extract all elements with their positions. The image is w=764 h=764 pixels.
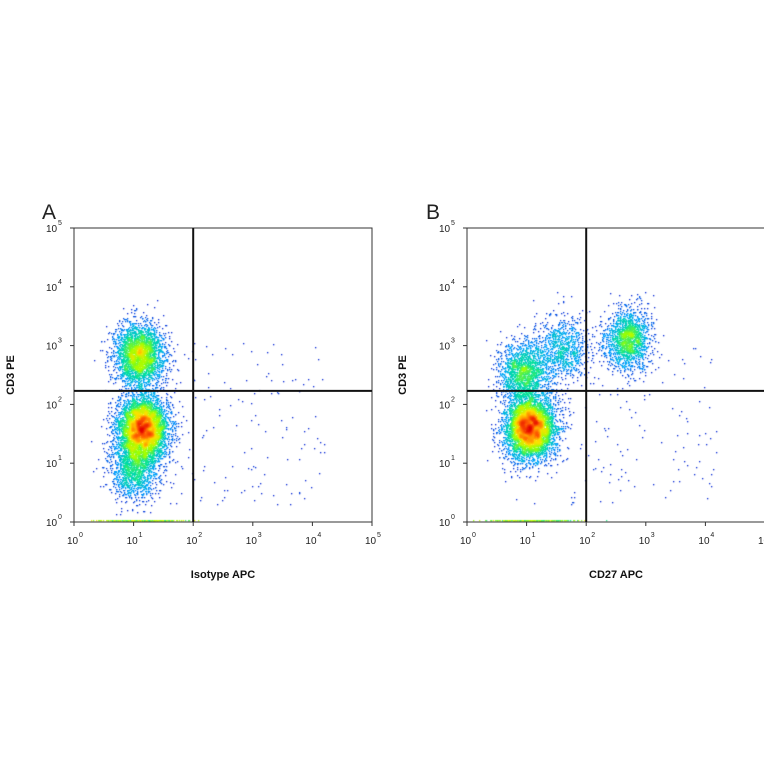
y-tick: 102 [46,396,74,411]
x-tick-exponent: 1 [139,532,143,539]
scatter-points [467,228,764,522]
x-tick: 103 [639,522,655,547]
x-axis-label: CD27 APC [589,569,643,581]
y-tick: 101 [46,455,74,470]
x-tick-exponent: 4 [710,532,714,539]
y-tick-exponent: 3 [451,338,455,345]
x-tick: 100 [460,522,476,547]
y-tick: 100 [439,514,467,529]
y-tick-exponent: 2 [58,396,62,403]
x-tick: 104 [698,522,714,547]
x-tick-label: 10 [67,536,79,547]
y-tick-exponent: 4 [451,279,455,286]
y-tick: 104 [439,279,467,294]
x-tick: 102 [579,522,595,547]
y-tick-label: 10 [46,342,58,353]
x-tick-exponent: 1 [532,532,536,539]
x-tick-exponent: 2 [198,532,202,539]
density-scatter-image [74,228,372,522]
x-tick: 105 [365,522,381,547]
panel-letter: B [426,201,440,224]
y-tick-label: 10 [46,224,58,235]
plot-frame [73,227,373,523]
x-tick: 101 [127,522,143,547]
y-tick-label: 10 [439,342,451,353]
x-tick-exponent: 2 [591,532,595,539]
y-tick-exponent: 0 [58,514,62,521]
y-tick-exponent: 0 [451,514,455,521]
x-tick-exponent: 0 [472,532,476,539]
x-tick-label: 10 [365,536,377,547]
x-tick: 100 [67,522,83,547]
x-tick-label: 10 [305,536,317,547]
y-tick-label: 10 [439,224,451,235]
y-tick-label: 10 [439,518,451,529]
y-tick: 102 [439,396,467,411]
y-tick-exponent: 5 [451,220,455,227]
scatter-points [74,228,372,522]
y-tick: 100 [46,514,74,529]
y-tick-label: 10 [439,283,451,294]
y-tick: 103 [439,338,467,353]
y-tick-label: 10 [46,518,58,529]
x-tick: 101 [520,522,536,547]
x-tick-exponent: 3 [258,532,262,539]
x-tick: 104 [305,522,321,547]
density-scatter-image [467,228,764,522]
x-tick-label: 10 [246,536,258,547]
y-tick-exponent: 4 [58,279,62,286]
x-tick-label: 10 [460,536,472,547]
plot-frame [466,227,764,523]
y-tick: 101 [439,455,467,470]
y-tick-exponent: 1 [58,455,62,462]
x-tick: 102 [186,522,202,547]
y-tick: 105 [439,220,467,235]
y-axis-label: CD3 PE [5,355,17,395]
x-tick-label: 10 [186,536,198,547]
y-tick: 104 [46,279,74,294]
y-tick-exponent: 5 [58,220,62,227]
x-tick-exponent: 5 [377,532,381,539]
y-tick-exponent: 3 [58,338,62,345]
y-tick-label: 10 [46,283,58,294]
y-tick-exponent: 1 [451,455,455,462]
x-tick-exponent: 4 [317,532,321,539]
y-tick: 105 [46,220,74,235]
x-tick-label: 10 [520,536,532,547]
y-tick-label: 10 [46,459,58,470]
x-tick-exponent: 0 [79,532,83,539]
y-tick-label: 10 [46,400,58,411]
y-tick-label: 10 [439,459,451,470]
y-axis-label: CD3 PE [397,355,409,395]
y-tick-label: 10 [439,400,451,411]
panel-letter: A [42,201,56,224]
y-tick-exponent: 2 [451,396,455,403]
x-tick-label: 10 [639,536,651,547]
x-tick: 105 [758,536,764,547]
x-tick-label: 10 [127,536,139,547]
x-tick-exponent: 3 [651,532,655,539]
x-tick-label: 10 [758,536,764,547]
x-tick-label: 10 [579,536,591,547]
x-tick-label: 10 [698,536,710,547]
x-tick: 103 [246,522,262,547]
x-axis-label: Isotype APC [191,569,255,581]
y-tick: 103 [46,338,74,353]
